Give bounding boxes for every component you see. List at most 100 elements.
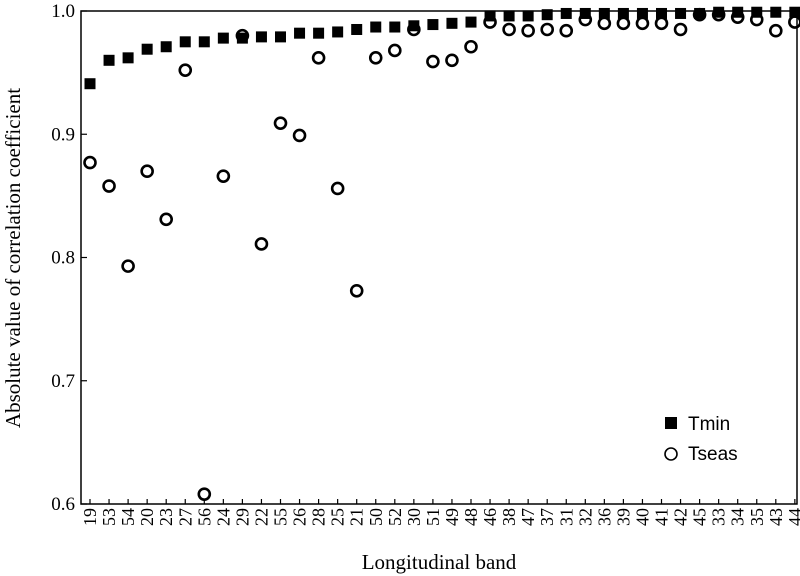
x-axis-ticks: 19 53 54 20 23 27 56 24 29 22 55 26 28 25 21 50 52 30 51 49… [80,499,800,526]
tmin-point [255,31,267,43]
tseas-point [387,43,402,58]
tmin-point [465,16,477,28]
x-tick-label: 48 [461,508,481,526]
x-tick-label: 21 [347,508,367,526]
tmin-point [294,27,306,39]
tseas-point [540,22,555,37]
tmin-point [160,41,172,53]
tmin-point [598,7,610,19]
x-tick-label: 26 [290,508,310,526]
x-tick-label: 37 [537,508,557,526]
tseas-point [140,164,154,179]
tseas-point [464,39,478,54]
tmin-point [427,19,439,31]
tmin-point [789,6,800,18]
x-tick-label: 53 [99,508,119,526]
x-tick-label: 34 [728,508,748,526]
tseas-point [654,16,669,31]
tmin-point [446,17,458,29]
x-tick-label: 46 [480,508,500,526]
tseas-point [273,116,288,130]
x-tick-label: 38 [499,508,519,526]
x-tick-label: 43 [766,508,786,526]
x-tick-label: 20 [137,508,157,526]
x-tick-label: 42 [671,508,691,526]
tseas-point [368,51,383,65]
data-points [83,6,800,501]
tmin-point [408,20,420,32]
tseas-point [102,179,116,193]
x-tick-label: 40 [632,508,652,526]
legend-tseas-marker [664,447,678,461]
x-tick-label: 44 [785,508,800,526]
tmin-point [389,21,401,33]
x-tick-label: 54 [118,508,138,526]
x-tick-label: 29 [232,508,252,526]
x-tick-label: 36 [594,508,614,526]
tmin-point [275,31,286,43]
x-tick-label: 45 [690,508,710,526]
x-tick-label: 23 [156,508,176,526]
tmin-point [313,27,325,39]
y-tick-label: 1.0 [51,1,75,22]
x-tick-label: 47 [518,508,538,526]
tmin-point [84,78,96,90]
tseas-point [521,23,535,38]
tseas-point [349,283,364,298]
tmin-point [103,54,115,66]
x-tick-label: 24 [213,508,233,526]
legend-tmin-marker [665,417,677,429]
tmin-point [579,7,591,19]
tmin-point [217,32,229,44]
tseas-point [197,487,212,501]
tmin-point [694,7,706,19]
tmin-point [198,36,210,48]
y-tick-label: 0.8 [51,248,75,269]
x-tick-label: 39 [613,508,633,526]
tseas-point [178,63,193,77]
x-tick-label: 55 [271,508,291,526]
tmin-point [732,6,744,18]
x-tick-label: 25 [328,508,348,526]
tseas-point [559,23,574,38]
tseas-point [426,54,440,69]
tmin-point [332,26,344,38]
tmin-point [770,6,782,18]
tseas-point [292,128,307,143]
x-tick-label: 51 [423,508,443,526]
tmin-point [636,7,648,19]
tseas-point [445,53,459,68]
tseas-point [311,51,326,65]
tseas-point [330,181,345,196]
x-axis-title: Longitudinal band [362,550,517,574]
x-tick-label: 33 [709,508,729,526]
tseas-point [83,155,97,170]
tmin-point [541,9,553,21]
tseas-point [121,259,135,273]
tmin-point [560,7,572,19]
tmin-point [656,7,667,19]
y-axis-ticks: 0.6 0.7 0.8 0.9 1.0 [51,1,87,515]
tmin-point [141,43,153,55]
tmin-point [503,10,515,22]
y-tick-label: 0.6 [51,494,75,515]
x-tick-label: 41 [652,508,672,526]
legend: Tmin Tseas [664,414,738,465]
legend-tseas-label: Tseas [688,444,738,465]
tmin-point [351,23,363,35]
tseas-point [597,16,612,31]
tmin-point [522,10,534,22]
x-tick-label: 27 [175,508,195,526]
x-tick-label: 35 [747,508,767,526]
tseas-point [616,16,631,31]
x-tick-label: 50 [366,508,386,526]
x-tick-label: 56 [194,508,214,526]
y-axis-title: Absolute value of correlation coefficien… [1,88,25,428]
tmin-point [179,36,191,48]
tmin-point [713,6,725,18]
tmin-point [751,6,763,18]
legend-tmin-label: Tmin [688,414,730,435]
tseas-point [768,23,783,38]
y-tick-label: 0.7 [51,371,75,392]
